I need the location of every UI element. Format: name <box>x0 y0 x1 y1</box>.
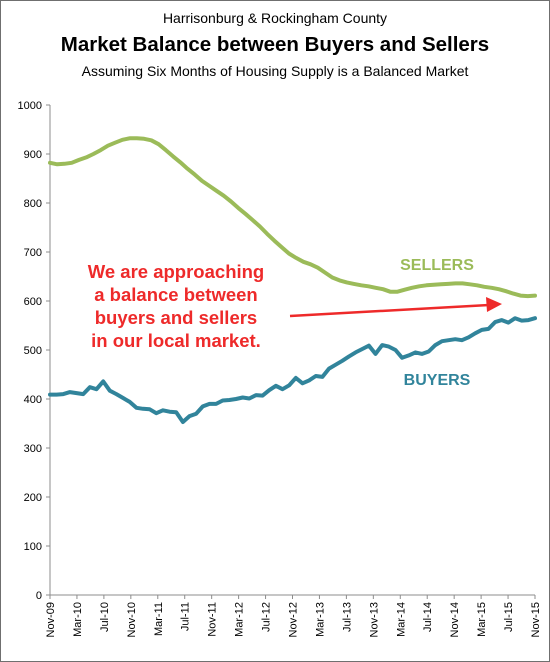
sellers-series-label: SELLERS <box>400 257 474 274</box>
x-tick-label: Nov-14 <box>449 602 461 637</box>
y-tick-label: 1000 <box>18 100 42 112</box>
annotation-arrow-head <box>486 297 502 312</box>
chart-subtitle-top: Harrisonburg & Rockingham County <box>162 10 388 26</box>
x-tick-label: Nov-15 <box>530 602 542 637</box>
buyers-series-label: BUYERS <box>404 372 471 389</box>
y-tick-label: 400 <box>24 394 42 406</box>
x-tick-label: Nov-11 <box>207 602 219 637</box>
x-tick-label: Nov-13 <box>368 602 380 637</box>
x-tick-label: Mar-14 <box>395 602 407 637</box>
x-tick-label: Jul-11 <box>180 602 192 631</box>
x-tick-label: Mar-13 <box>314 602 326 637</box>
y-tick-label: 100 <box>24 541 42 553</box>
x-tick-label: Mar-12 <box>234 602 246 637</box>
x-tick-label: Nov-12 <box>288 602 300 637</box>
buyers-line <box>48 316 537 424</box>
y-tick-label: 600 <box>24 296 42 308</box>
x-tick-label: Jul-14 <box>422 602 434 632</box>
y-tick-label: 200 <box>24 492 42 504</box>
sellers-line <box>48 136 537 299</box>
annotation-line: buyers and sellers <box>95 307 257 328</box>
chart-title: Market Balance between Buyers and Seller… <box>60 33 490 56</box>
annotation-line: a balance between <box>94 284 257 305</box>
y-tick-label: 300 <box>24 443 42 455</box>
y-tick-label: 0 <box>36 590 42 602</box>
y-tick-label: 700 <box>24 247 42 259</box>
x-tick-label: Mar-11 <box>153 602 165 636</box>
y-tick-label: 900 <box>24 149 42 161</box>
x-tick-label: Nov-10 <box>126 602 138 637</box>
annotation-line: in our local market. <box>91 330 261 351</box>
annotation-line: We are approaching <box>88 261 264 282</box>
y-tick-label: 500 <box>24 345 42 357</box>
x-tick-label: Nov-09 <box>45 602 57 637</box>
x-tick-label: Mar-15 <box>476 602 488 637</box>
chart-subtitle: Assuming Six Months of Housing Supply is… <box>81 63 469 79</box>
x-tick-label: Jul-15 <box>503 602 515 632</box>
annotation-arrow-shaft <box>289 303 490 318</box>
x-tick-label: Mar-10 <box>72 602 84 637</box>
y-tick-label: 800 <box>24 198 42 210</box>
x-tick-label: Jul-10 <box>99 602 111 632</box>
x-tick-label: Jul-13 <box>341 602 353 632</box>
x-tick-label: Jul-12 <box>261 602 273 632</box>
